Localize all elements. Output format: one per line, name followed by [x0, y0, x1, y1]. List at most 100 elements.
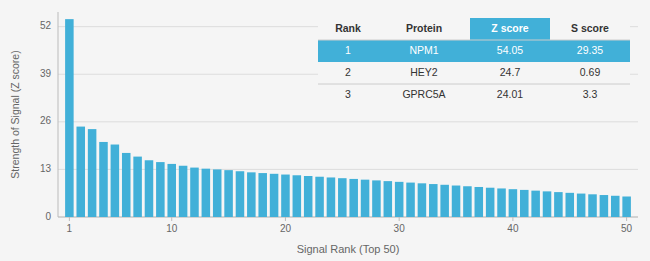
table-header: Rank — [335, 22, 361, 34]
x-tick — [399, 217, 400, 221]
x-tick — [285, 217, 286, 221]
bar — [293, 175, 302, 217]
table-cell — [470, 62, 550, 84]
bar — [270, 174, 279, 217]
bar — [566, 193, 575, 217]
table-text: 29.35 — [577, 44, 603, 56]
bar — [588, 194, 597, 217]
bar — [440, 185, 449, 217]
table-header-cell — [550, 18, 630, 40]
bar — [327, 177, 336, 217]
table-text: 54.05 — [497, 44, 523, 56]
bar — [99, 142, 108, 217]
x-tick-label: 30 — [394, 223, 406, 234]
bar — [463, 186, 472, 217]
bar — [543, 191, 552, 217]
table-cell — [378, 40, 470, 62]
bar — [361, 180, 370, 217]
x-tick-label: 20 — [280, 223, 292, 234]
x-tick — [171, 217, 172, 221]
bar — [213, 169, 222, 217]
x-axis-label: Signal Rank (Top 50) — [297, 243, 400, 255]
bar — [349, 179, 358, 217]
table-text: NPM1 — [409, 44, 438, 56]
y-tick-label: 26 — [40, 115, 52, 126]
table-text: 24.7 — [500, 66, 521, 78]
table-cell — [470, 84, 550, 106]
table-text: 2 — [345, 66, 351, 78]
table-text: GPRC5A — [402, 88, 445, 100]
bar — [486, 188, 495, 217]
table-header-cell — [318, 18, 378, 40]
table-header: S score — [571, 22, 609, 34]
table-separator — [318, 40, 630, 41]
table-text: 24.01 — [497, 88, 523, 100]
bar — [509, 189, 518, 217]
bar — [145, 160, 154, 217]
bar — [202, 169, 211, 217]
bar — [452, 186, 461, 217]
background — [0, 0, 650, 261]
table-text: 0.69 — [580, 66, 601, 78]
bar — [611, 196, 620, 217]
table-text: 1 — [345, 44, 351, 56]
bar — [406, 183, 415, 217]
table-cell — [318, 84, 378, 106]
bar — [167, 164, 176, 217]
bar — [281, 175, 290, 217]
y-tick-label: 13 — [40, 163, 52, 174]
bar — [258, 173, 267, 217]
table-cell — [378, 62, 470, 84]
table: Rank Protein Z score S score 1 NPM1 54.05 29.35… — [318, 18, 630, 106]
bar — [190, 168, 199, 217]
table-cell — [318, 40, 378, 62]
bar — [622, 197, 631, 218]
bar — [122, 153, 131, 217]
table-cell — [378, 84, 470, 106]
table-header-cell — [378, 18, 470, 40]
bar — [475, 187, 484, 217]
bar — [88, 129, 97, 217]
bar — [179, 166, 188, 217]
y-axis-label: Strength of Signal (Z score) — [9, 50, 21, 178]
x-tick — [626, 217, 627, 221]
x-tick-label: 50 — [621, 223, 633, 234]
table-cell — [550, 40, 630, 62]
bar — [224, 170, 233, 217]
chart: 0 13 26 39 52 1 10 20 30 40 50 Signal Rank (Top 50)… — [0, 0, 650, 261]
bar — [304, 176, 313, 217]
bar — [520, 190, 529, 217]
table-header: Z score — [491, 22, 529, 34]
table-separator — [318, 84, 630, 85]
y-tick-label: 39 — [40, 68, 52, 79]
bar — [65, 19, 74, 217]
grid-line — [58, 121, 638, 122]
table-text: 3.3 — [583, 88, 598, 100]
bar — [315, 177, 324, 217]
x-tick-label: 1 — [67, 223, 73, 234]
x-tick — [512, 217, 513, 221]
x-tick — [69, 217, 70, 221]
table-background — [318, 18, 630, 106]
bar — [372, 180, 381, 217]
bar — [531, 191, 540, 217]
bar — [554, 192, 563, 217]
bar — [600, 195, 609, 217]
y-tick-label: 52 — [40, 20, 52, 31]
y-tick-label: 0 — [45, 211, 51, 222]
bar — [577, 194, 586, 217]
bar — [497, 188, 506, 217]
bar — [418, 183, 427, 217]
x-tick-label: 10 — [166, 223, 178, 234]
bars — [65, 19, 631, 217]
bar — [384, 181, 393, 217]
table-header-cell — [470, 18, 550, 40]
bar — [429, 184, 438, 217]
bar — [133, 157, 142, 217]
table-header: Protein — [406, 22, 442, 34]
x-tick-label: 40 — [507, 223, 519, 234]
table-cell — [470, 40, 550, 62]
bar — [247, 172, 256, 217]
table-cell — [550, 62, 630, 84]
y-axis-line — [58, 12, 59, 217]
